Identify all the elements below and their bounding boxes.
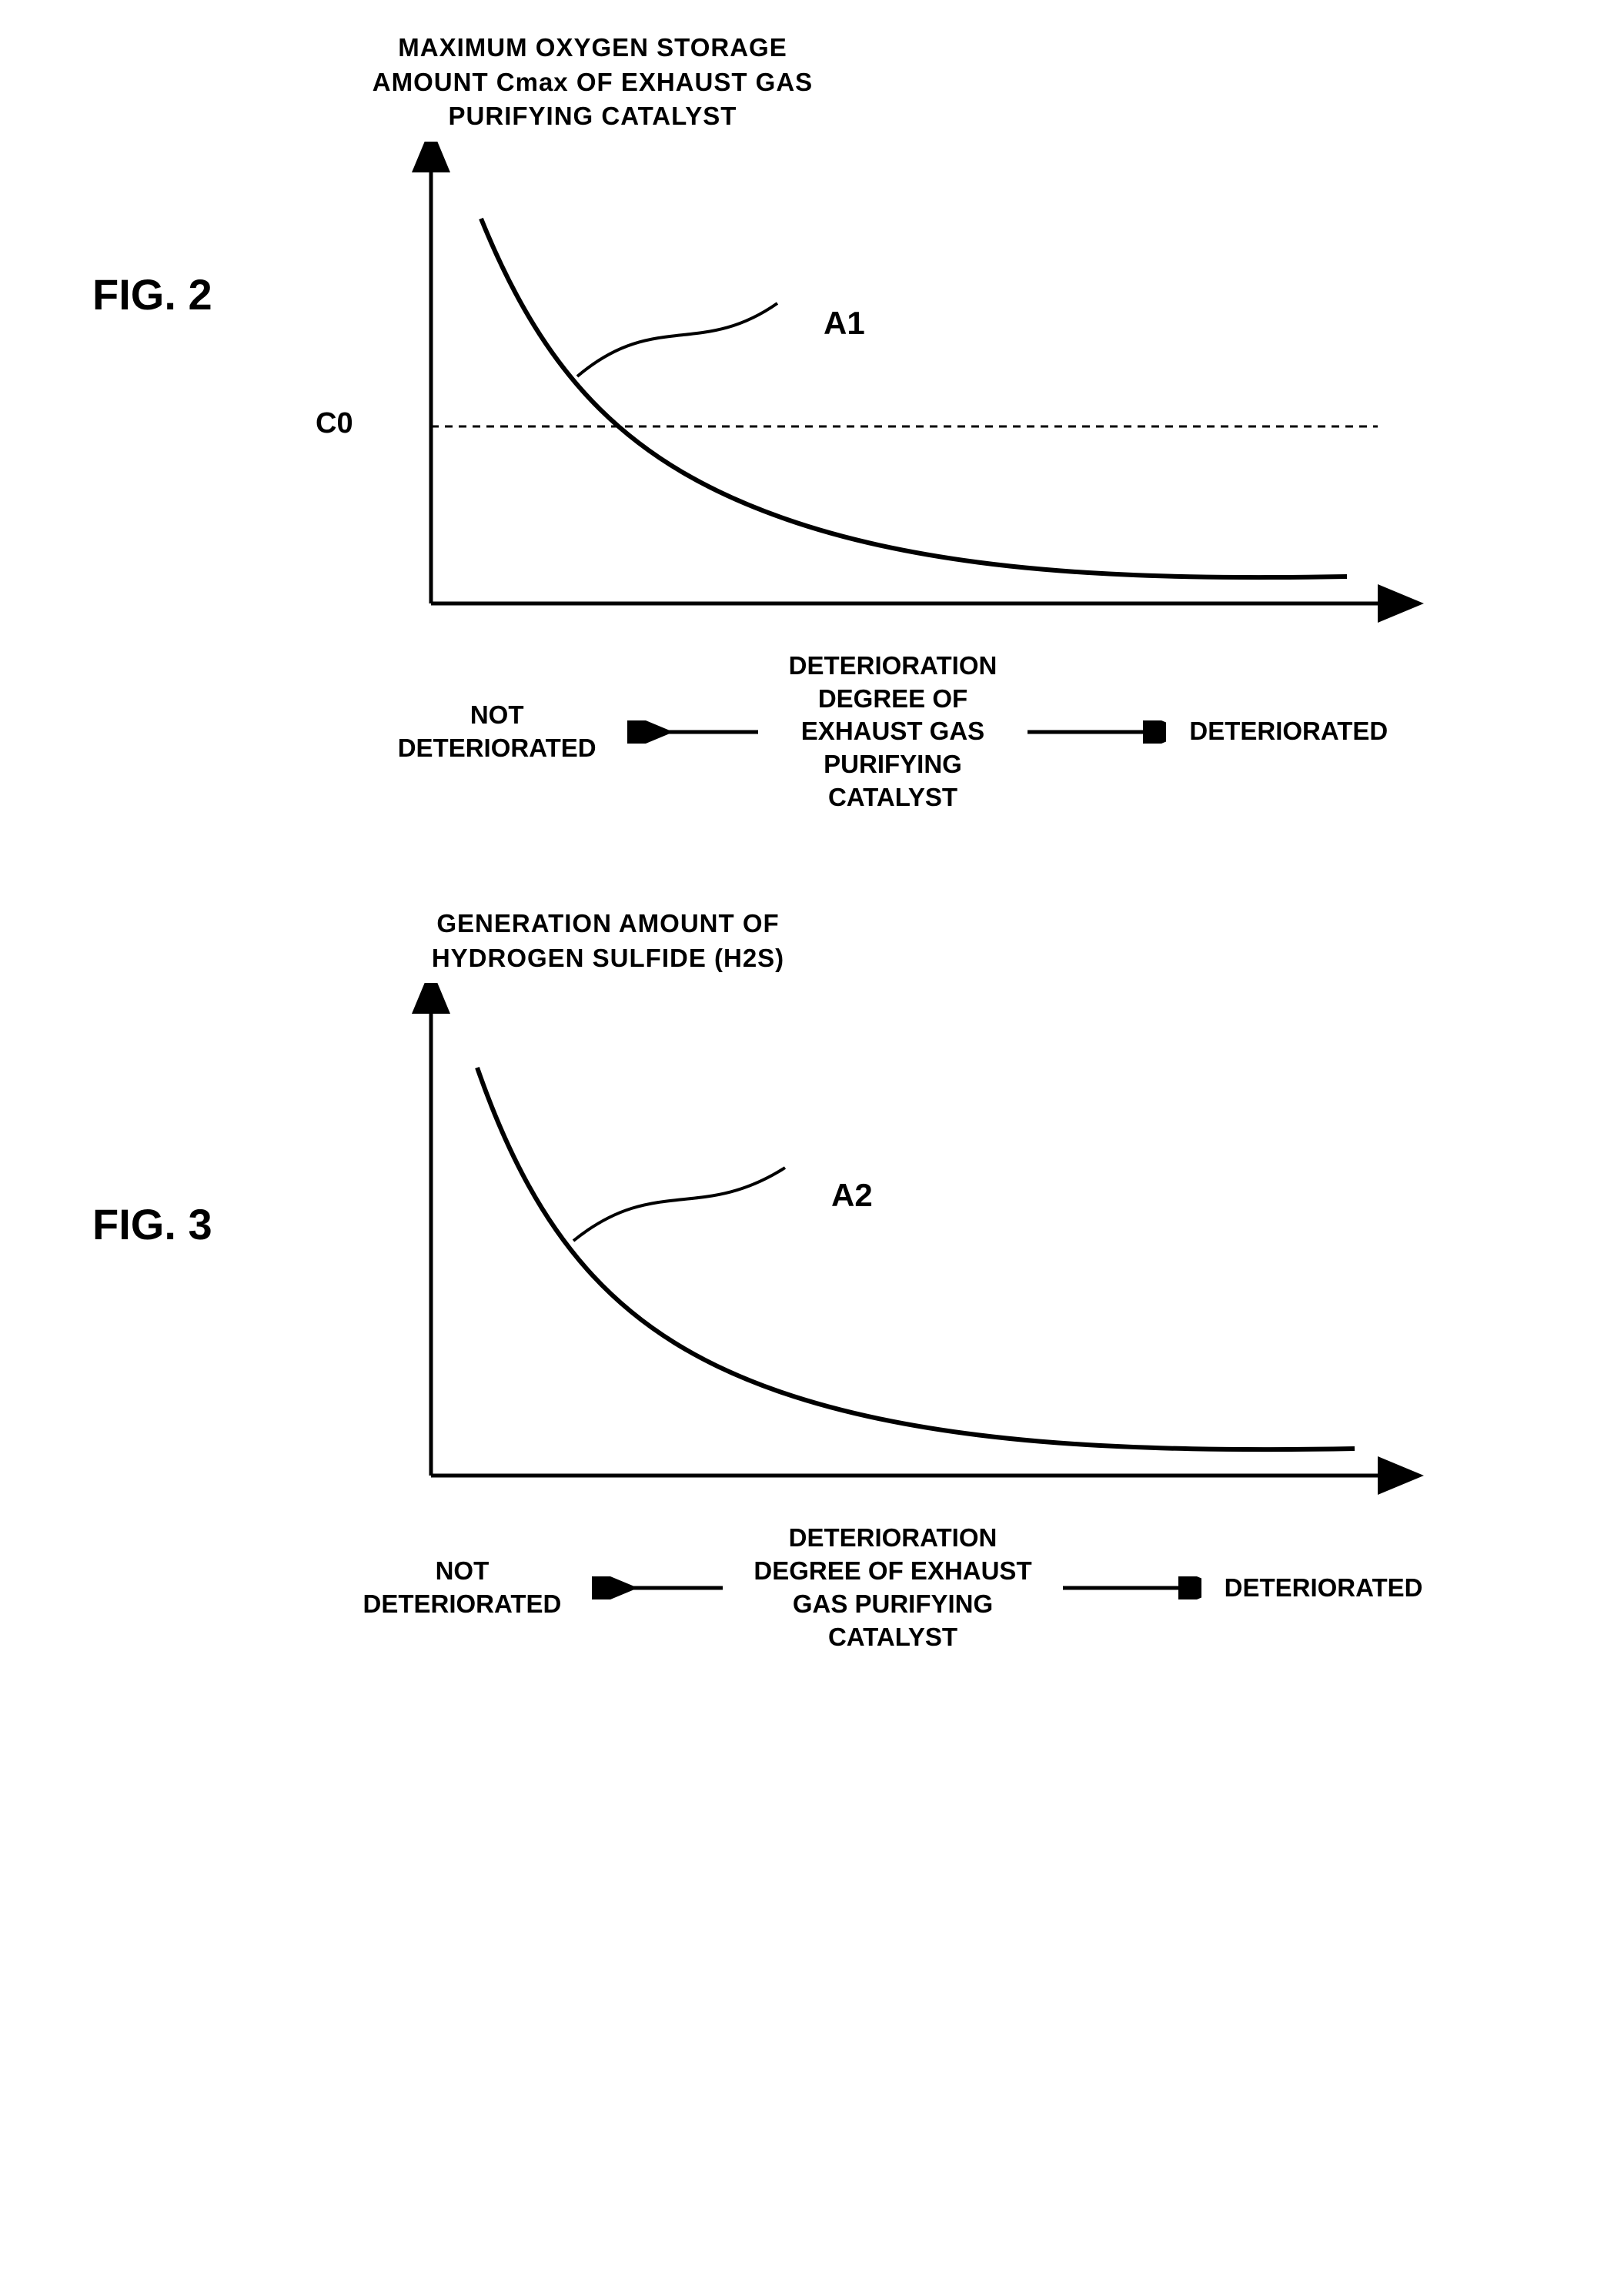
curve-a2: [477, 1068, 1355, 1449]
curve-label-a1: A1: [824, 305, 865, 341]
fig2-chart: MAXIMUM OXYGEN STORAGE AMOUNT Cmax OF EX…: [362, 31, 1593, 814]
leader-a1: [577, 303, 777, 376]
fig3-y-title: GENERATION AMOUNT OF HYDROGEN SULFIDE (H…: [362, 907, 854, 975]
fig2-x-right: DETERIORATED: [1189, 715, 1388, 748]
fig3-x-center: DETERIORATION DEGREE OF EXHAUST GAS PURI…: [754, 1522, 1031, 1654]
curve-a1: [481, 219, 1347, 577]
fig2-x-center: DETERIORATION DEGREE OF EXHAUST GAS PURI…: [789, 650, 997, 814]
fig3-x-left: NOT DETERIORATED: [363, 1555, 561, 1621]
figure-3: FIG. 3 GENERATION AMOUNT OF HYDROGEN SUL…: [31, 907, 1593, 1654]
fig2-c0-label: C0: [316, 407, 353, 440]
fig2-x-left: NOT DETERIORATED: [398, 699, 596, 765]
figure-2: FIG. 2 MAXIMUM OXYGEN STORAGE AMOUNT Cma…: [31, 31, 1593, 814]
fig3-chart: GENERATION AMOUNT OF HYDROGEN SULFIDE (H…: [362, 907, 1593, 1654]
arrow-left-icon: [584, 1576, 730, 1599]
fig3-svg: A2: [362, 983, 1424, 1506]
fig2-y-title: MAXIMUM OXYGEN STORAGE AMOUNT Cmax OF EX…: [300, 31, 885, 134]
arrow-right-icon: [1055, 1576, 1201, 1599]
leader-a2: [573, 1168, 785, 1241]
fig2-plot-area: C0 A1: [362, 142, 1424, 634]
arrow-left-icon: [620, 720, 766, 744]
fig2-label: FIG. 2: [92, 269, 212, 319]
fig3-plot-area: A2: [362, 983, 1424, 1506]
curve-label-a2: A2: [831, 1177, 873, 1213]
arrow-right-icon: [1020, 720, 1166, 744]
fig3-label: FIG. 3: [92, 1199, 212, 1249]
fig2-x-labels: NOT DETERIORATED DETERIORATION DEGREE OF…: [323, 650, 1462, 814]
fig3-x-right: DETERIORATED: [1225, 1572, 1423, 1605]
fig3-x-labels: NOT DETERIORATED DETERIORATION DEGREE OF…: [323, 1522, 1462, 1654]
fig2-svg: A1: [362, 142, 1424, 634]
